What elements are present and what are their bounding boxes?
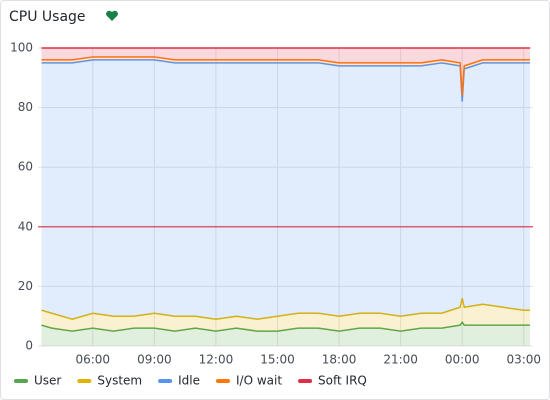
series-area (41, 48, 530, 96)
x-tick-label: 06:00 (75, 353, 110, 367)
x-tick-label: 21:00 (383, 353, 418, 367)
y-tick-label: 60 (18, 160, 33, 174)
legend-label: Idle (178, 374, 200, 388)
y-tick-label: 40 (18, 219, 33, 233)
y-tick-label: 100 (10, 41, 33, 55)
legend-swatch (158, 379, 173, 383)
legend-label: User (34, 374, 61, 388)
legend: User System Idle I/O wait Soft IRQ (14, 374, 367, 388)
y-tick-label: 20 (18, 279, 33, 293)
series-area (41, 56, 530, 102)
plot-area: 0 20 40 60 80 100 06:00 09:00 12:00 15:00 18:00 21:… (10, 41, 541, 367)
series-area (41, 298, 530, 332)
series-area (41, 59, 530, 320)
x-tick-label: 03:00 (506, 353, 541, 367)
legend-label: I/O wait (236, 374, 282, 388)
legend-label: System (97, 374, 142, 388)
legend-label: Soft IRQ (318, 374, 367, 388)
series-line (41, 56, 530, 96)
series-line (41, 298, 530, 320)
health-icon (106, 10, 118, 21)
panel-title: CPU Usage (9, 9, 86, 25)
legend-swatch (298, 379, 313, 383)
y-tick-label: 80 (18, 100, 33, 114)
legend-swatch (77, 379, 92, 383)
x-tick-label: 09:00 (137, 353, 172, 367)
series-line (41, 320, 530, 332)
x-tick-label: 15:00 (260, 353, 295, 367)
legend-swatch (14, 379, 28, 383)
legend-swatch (215, 379, 230, 383)
series-area (41, 322, 530, 346)
x-tick-label: 18:00 (322, 353, 357, 367)
x-tick-label: 12:00 (199, 353, 234, 367)
x-tick-label: 00:00 (445, 353, 480, 367)
y-tick-label: 0 (25, 339, 33, 353)
